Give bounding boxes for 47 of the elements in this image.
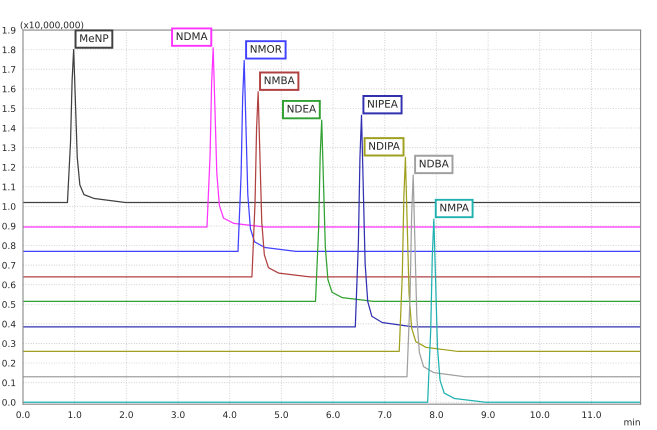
x-tick-label: 6.0: [326, 411, 340, 418]
y-tick-label: 1.6: [2, 86, 16, 92]
x-tick-label: 3.0: [172, 411, 185, 418]
series-label: MeNP: [80, 34, 108, 42]
y-tick-label: 0.5: [2, 301, 16, 308]
y-tick-label: 0.4: [2, 320, 16, 328]
series-label: NDIPA: [369, 142, 400, 150]
y-tick-label: 1.2: [2, 164, 16, 171]
series-label: NDMA: [176, 32, 208, 40]
line-series: [22, 156, 641, 352]
line-series: [22, 91, 641, 278]
y-tick-label: 1.4: [2, 124, 16, 132]
x-tick-label: 2.0: [120, 411, 133, 418]
y-tick-label: 1.7: [2, 66, 16, 73]
y-tick-label: 0.1: [2, 379, 16, 386]
x-tick-label: 7.0: [378, 411, 392, 418]
x-tick-label: 4.0: [222, 411, 236, 418]
series-label: NMPA: [440, 204, 469, 212]
y-tick-label: 1.8: [2, 46, 16, 54]
line-series: [22, 60, 641, 252]
series-label: NDEA: [288, 104, 316, 112]
x-tick-label: 11.0: [582, 411, 601, 418]
y-tick-label: 0.7: [2, 262, 16, 269]
line-series: [22, 174, 641, 378]
y-tick-label: 0.3: [2, 340, 16, 348]
y-tick-label: 1.9: [2, 26, 16, 34]
y-axis-title: (x10,000,000): [20, 21, 84, 30]
y-tick-label: 0.9: [2, 222, 16, 230]
series-label: NMOR: [250, 45, 282, 53]
x-tick-label: 10.0: [530, 411, 550, 418]
y-tick-label: 1.0: [2, 203, 16, 210]
x-axis-title: min: [624, 418, 640, 426]
series-label: NIPEA: [368, 100, 398, 108]
x-tick-label: 8.0: [430, 411, 444, 418]
x-tick-label: 5.0: [274, 411, 288, 418]
x-tick-label: 9.0: [482, 411, 495, 418]
y-tick-label: 0.8: [2, 242, 16, 250]
y-tick-label: 0.2: [2, 360, 16, 367]
y-tick-label: 0.0: [2, 398, 16, 406]
y-tick-label: 0.6: [2, 281, 16, 288]
y-tick-label: 1.3: [2, 144, 16, 152]
series-label: NMBA: [264, 76, 295, 84]
series-label: NDBA: [420, 160, 449, 168]
x-tick-label: 0.0: [16, 411, 30, 418]
x-tick-label: 1.0: [68, 411, 82, 418]
y-tick-label: 1.5: [2, 105, 16, 112]
y-tick-label: 1.1: [2, 184, 16, 190]
